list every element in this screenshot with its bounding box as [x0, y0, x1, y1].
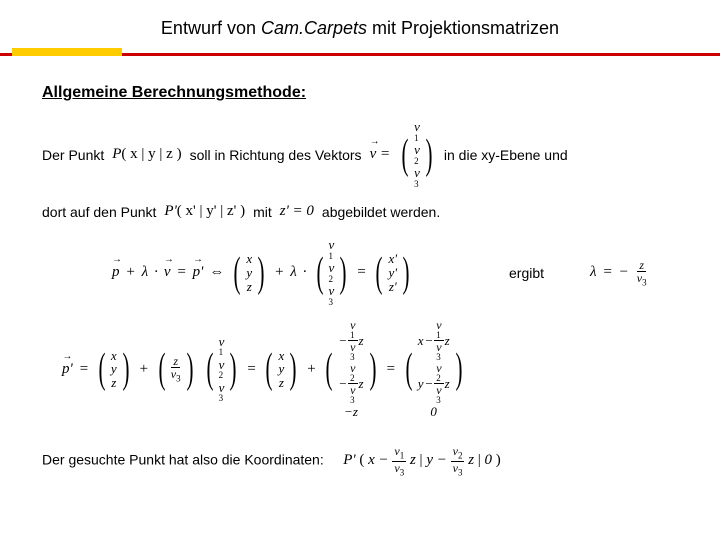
- section-heading: Allgemeine Berechnungsmethode:: [42, 84, 678, 102]
- text-mit: mit: [253, 204, 272, 220]
- slide-title: Entwurf von Cam.Carpets mit Projektionsm…: [0, 0, 720, 45]
- lambda-result: λ = − z v3: [590, 259, 649, 287]
- equation-2: p' = ( x y z ) + ( z v3 ) ( v1 v2 v3: [62, 319, 678, 419]
- vector-v-column: ( v1 v2 v3 ): [398, 120, 436, 189]
- title-pre: Entwurf von: [161, 18, 261, 38]
- line-2: dort auf den Punkt P'( x' | y' | z' ) mi…: [42, 203, 678, 220]
- title-post: mit Projektionsmatrizen: [367, 18, 559, 38]
- title-italic: Cam.Carpets: [261, 18, 367, 38]
- col-v: ( v1 v2 v3 ): [313, 238, 351, 307]
- slide: Entwurf von Cam.Carpets mit Projektionsm…: [0, 0, 720, 540]
- result-line: Der gesuchte Punkt hat also die Koordina…: [42, 445, 678, 477]
- text-dort: dort auf den Punkt: [42, 204, 156, 220]
- text-abgebildet: abgebildet werden.: [322, 204, 440, 220]
- accent-bar-yellow: [12, 48, 122, 56]
- z-eq-zero: z' = 0: [280, 203, 314, 220]
- point-P: P( x | y | z ): [112, 146, 181, 163]
- content-area: Allgemeine Berechnungsmethode: Der Punkt…: [0, 56, 720, 477]
- text-xy-ebene: in die xy-Ebene und: [444, 147, 568, 163]
- equation-1: p + λ · v = p' ⇔ ( x y z ) + λ · (: [112, 238, 678, 307]
- text-der-punkt: Der Punkt: [42, 147, 104, 163]
- text-ergibt: ergibt: [509, 265, 544, 281]
- col-xyz-prime: ( x' y' z' ): [372, 252, 413, 293]
- vector-v: v =: [370, 146, 391, 163]
- col-xyz: ( x y z ): [230, 252, 268, 293]
- text-gesuchte: Der gesuchte Punkt hat also die Koordina…: [42, 451, 324, 467]
- text-soll: soll in Richtung des Vektors: [190, 147, 362, 163]
- line-1: Der Punkt P( x | y | z ) soll in Richtun…: [42, 120, 678, 189]
- point-P-prime: P'( x' | y' | z' ): [164, 203, 245, 220]
